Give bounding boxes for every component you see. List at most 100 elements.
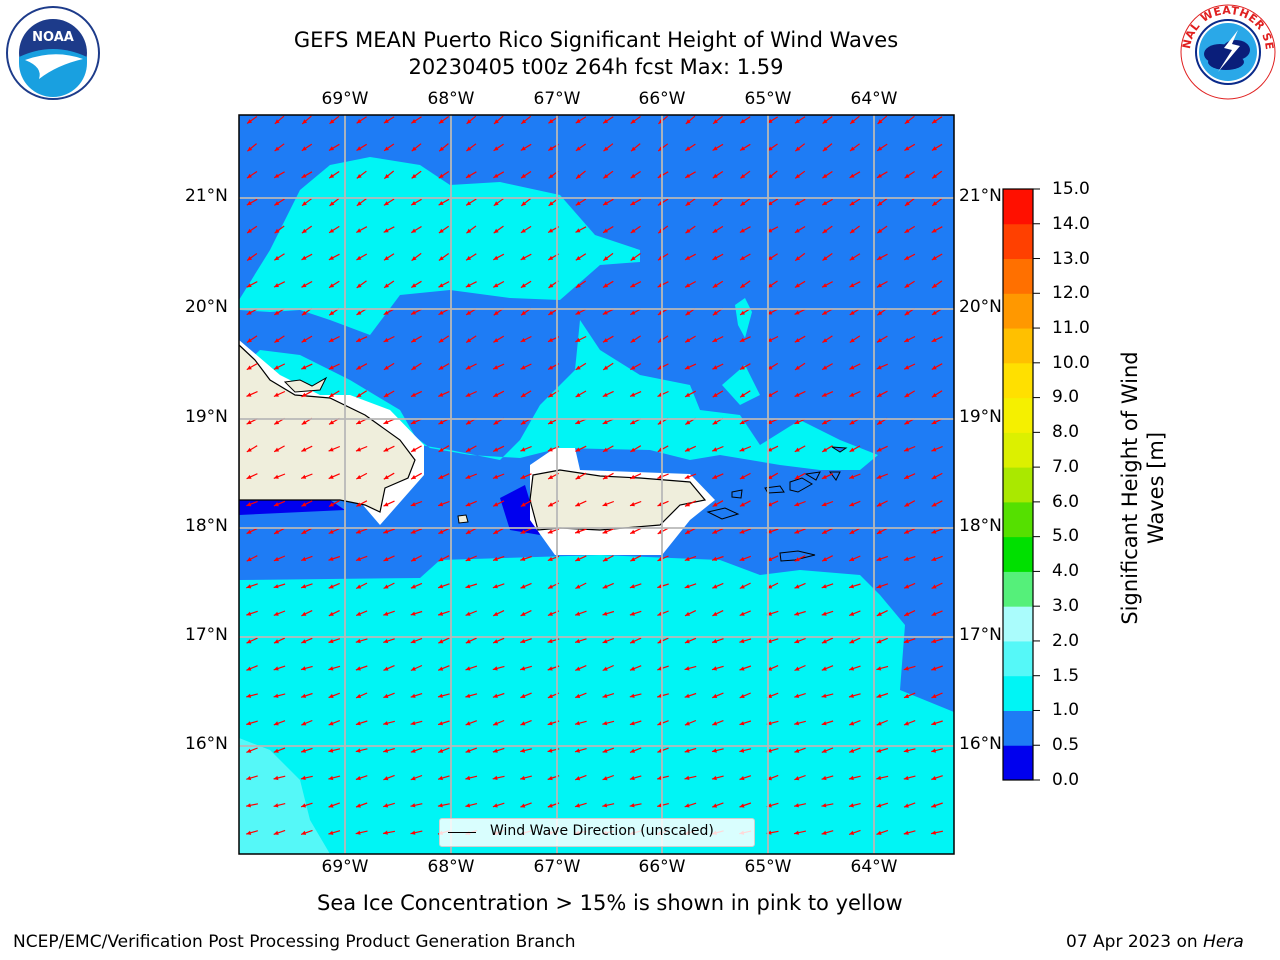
wind-arrow-head (547, 776, 553, 781)
wind-arrow-head (684, 474, 690, 479)
wind-arrow-head (931, 830, 936, 835)
wind-arrow-head (821, 775, 827, 781)
wind-arrow-head (739, 694, 745, 698)
wind-arrow-head (575, 639, 580, 644)
wind-arrow-head (904, 803, 909, 808)
wind-arrow-head (931, 502, 937, 507)
lon-label-top-1: 69°W (321, 89, 369, 109)
wind-arrow-head (629, 611, 635, 616)
wind-arrow-head (684, 748, 690, 753)
wind-arrow-head (849, 803, 854, 808)
wind-arrow-head (932, 119, 937, 124)
wind-arrow-head (246, 611, 252, 616)
wind-arrow-head (877, 310, 883, 316)
wind-arrow-head (712, 775, 717, 781)
lat-label-right-6: 16°N (959, 734, 1002, 754)
wind-arrow-head (465, 502, 471, 507)
wind-arrow-head (657, 775, 662, 781)
wind-arrow-head (575, 666, 581, 671)
wind-arrow-head (603, 146, 609, 152)
wind-arrow-head (849, 721, 855, 726)
wind-arrow-head (603, 365, 609, 370)
wind-arrow-head (602, 693, 608, 698)
map-title: GEFS MEAN Puerto Rico Significant Height… (293, 28, 899, 52)
wind-arrow-head (301, 283, 307, 288)
wind-arrow-head (931, 447, 937, 452)
colorbar-tick-label: 11.0 (1052, 318, 1090, 338)
wind-arrow-head (246, 557, 252, 562)
wind-arrow-head (438, 228, 444, 233)
wind-arrow-head (931, 748, 936, 753)
wind-arrow-head (822, 310, 828, 315)
wind-arrow-head (821, 748, 827, 753)
wind-arrow-head (931, 694, 937, 698)
wind-arrow-head (356, 447, 361, 452)
wind-arrow-head (602, 310, 608, 315)
wind-arrow-head (438, 748, 444, 753)
wind-arrow-head (466, 173, 471, 178)
wind-arrow-head (520, 803, 526, 808)
wind-arrow-head (685, 173, 691, 178)
wind-arrow-head (521, 310, 526, 316)
wind-arrow-head (684, 775, 690, 780)
wind-arrow-head (246, 693, 252, 698)
wind-arrow-head (849, 474, 855, 479)
wind-arrow-head (438, 338, 444, 343)
wind-arrow-head (876, 502, 882, 507)
wind-arrow-head (740, 283, 746, 288)
wind-arrow-head (602, 748, 608, 753)
wind-arrow-head (904, 447, 909, 452)
land-hispaniola (239, 344, 416, 513)
wind-arrow-head (273, 611, 279, 616)
wind-arrow-head (904, 529, 910, 534)
wind-arrow-head (657, 803, 662, 808)
wind-arrow-head (684, 693, 690, 698)
wind-arrow-head (246, 502, 252, 507)
wind-arrow-head (274, 529, 280, 534)
wind-arrow-head (274, 365, 279, 370)
wind-arrow-head (547, 666, 553, 671)
wind-arrow-head (602, 776, 608, 781)
wind-arrow-head (630, 392, 636, 397)
wind-arrow-head (493, 611, 499, 616)
wind-arrow-head (602, 584, 608, 589)
wind-arrow-head (794, 557, 800, 562)
wind-arrow-head (767, 283, 773, 288)
wind-arrow-head (547, 638, 553, 644)
wind-arrow-head (493, 173, 499, 178)
wind-arrow-head (274, 310, 280, 315)
wind-arrow-head (712, 693, 718, 698)
wind-arrow-head (328, 474, 334, 479)
colorbar-tick-label: 0.0 (1052, 770, 1080, 790)
wind-arrow-head (329, 310, 335, 316)
wind-arrow-head (850, 119, 855, 124)
wind-arrow-head (246, 803, 251, 808)
wind-arrow-head (356, 694, 362, 698)
wind-arrow-head (931, 393, 937, 398)
wind-arrow-head (410, 502, 416, 507)
wind-arrow-head (465, 775, 471, 781)
colorbar-tick-label: 6.0 (1052, 492, 1080, 512)
wind-arrow-head (739, 611, 745, 616)
wind-arrow-head (328, 611, 334, 616)
wind-arrow-head (246, 639, 252, 644)
wind-arrow-head (739, 420, 745, 424)
wind-arrow-head (904, 611, 910, 616)
wind-arrow-head (273, 721, 279, 726)
wind-arrow-head (328, 255, 334, 260)
wind-arrow-head (548, 310, 554, 315)
wind-arrow-head (630, 283, 636, 288)
wind-arrow-head (931, 556, 937, 561)
wind-arrow-head (356, 119, 362, 124)
wind-arrow-head (575, 365, 581, 370)
sea-cyan-south (239, 555, 954, 854)
wind-arrow-head (876, 255, 882, 260)
wind-arrow-head (246, 310, 252, 315)
wind-arrow-head (575, 803, 580, 808)
wind-arrow-head (684, 639, 690, 644)
wind-arrow-head (603, 228, 608, 233)
wind-arrow-head (301, 502, 307, 507)
wind-arrow-head (603, 256, 609, 261)
wind-arrow-head (410, 830, 416, 835)
colorbar-tick-label: 3.0 (1052, 596, 1080, 616)
